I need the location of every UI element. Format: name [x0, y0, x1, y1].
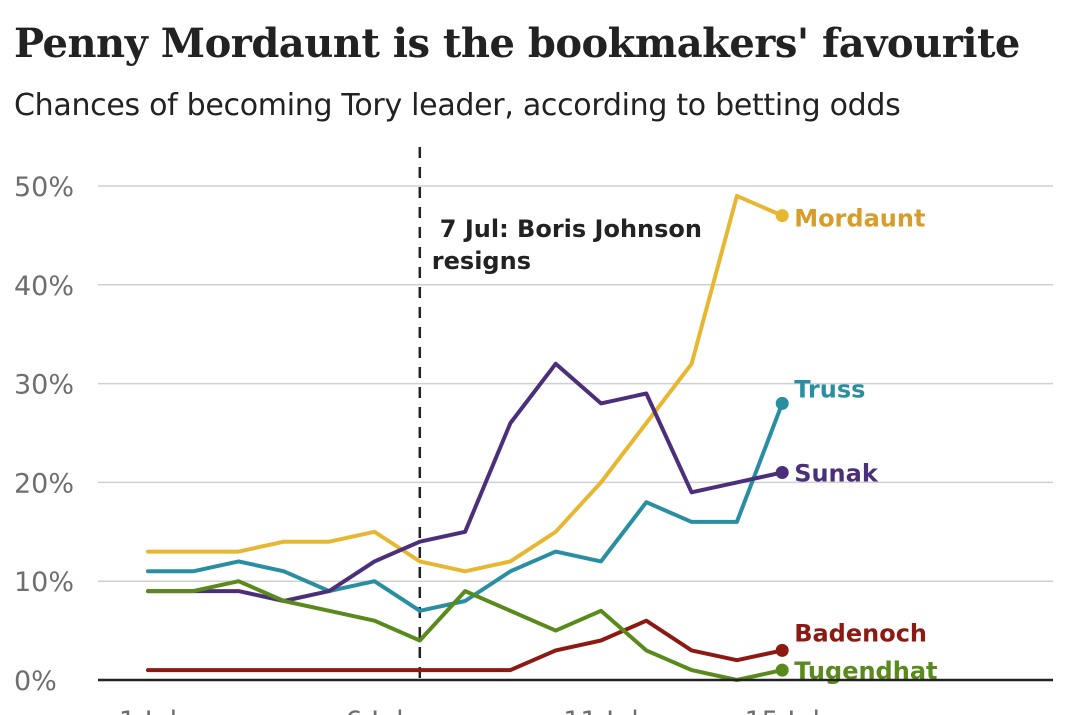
- y-tick-label: 20%: [14, 468, 74, 499]
- y-tick-label: 30%: [14, 370, 74, 401]
- y-tick-label: 10%: [14, 567, 74, 598]
- x-tick-label: 15 Jul: [744, 706, 820, 715]
- series-lines: [146, 193, 789, 682]
- y-tick-label: 50%: [14, 172, 74, 203]
- x-axis-ticks: 1 Jul 6 Jul 11 Jul 15 Jul: [119, 706, 820, 715]
- series-endpoint-sunak: [775, 466, 789, 480]
- chart-subtitle: Chances of becoming Tory leader, accordi…: [14, 88, 901, 123]
- x-tick-label: 11 Jul: [563, 706, 639, 715]
- series-line-truss: [146, 401, 785, 613]
- series-endpoint-badenoch: [775, 643, 789, 657]
- series-label-truss: Truss: [794, 375, 865, 403]
- series-line-mordaunt: [146, 193, 785, 574]
- chart-title: Penny Mordaunt is the bookmakers' favour…: [14, 20, 1020, 67]
- series-line-sunak: [146, 361, 785, 603]
- series-label-mordaunt: Mordaunt: [794, 205, 925, 233]
- series-label-badenoch: Badenoch: [794, 619, 927, 647]
- y-tick-label: 0%: [14, 666, 57, 697]
- series-endpoint-mordaunt: [775, 209, 789, 223]
- series-line-badenoch: [146, 618, 785, 673]
- x-tick-label: 6 Jul: [345, 706, 403, 715]
- series-label-sunak: Sunak: [794, 460, 879, 488]
- event-annotation: 7 Jul: Boris Johnson resigns: [418, 147, 702, 680]
- y-tick-label: 40%: [14, 271, 74, 302]
- series-endpoint-tugendhat: [775, 663, 789, 677]
- series-endpoint-truss: [775, 396, 789, 410]
- x-tick-label: 1 Jul: [119, 706, 177, 715]
- annotation-text: 7 Jul: Boris Johnson resigns: [432, 215, 702, 275]
- y-axis-ticks: 0% 10% 20% 30% 40% 50%: [14, 172, 74, 697]
- series-line-tugendhat: [146, 579, 785, 682]
